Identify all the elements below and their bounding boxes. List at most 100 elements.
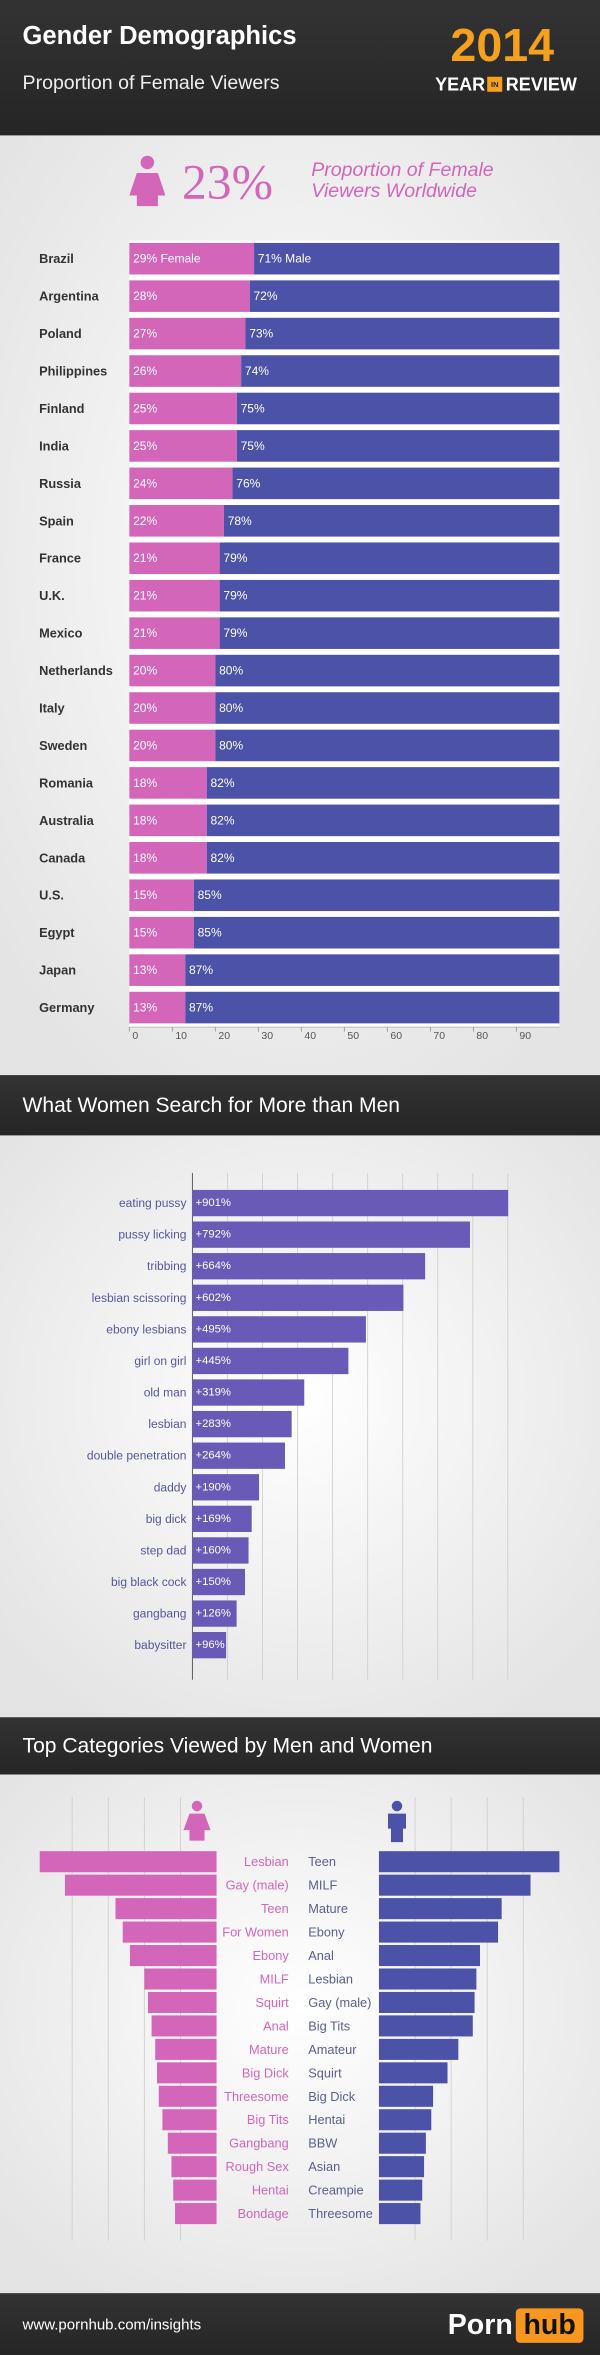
y-tick-label: Romania: [39, 775, 94, 790]
bar: [162, 2109, 217, 2131]
section-title: Top Categories Viewed by Men and Women: [23, 1734, 433, 1757]
category-label: Threesome: [308, 2206, 373, 2221]
bar: [378, 1851, 560, 1873]
bar: [129, 280, 250, 312]
category-label: MILF: [308, 1878, 337, 1893]
bar: [193, 916, 560, 949]
bar: [192, 1347, 349, 1375]
bar: [378, 1874, 531, 1896]
bar: [129, 392, 237, 425]
bar: [206, 842, 560, 874]
value-label: +283%: [195, 1418, 230, 1430]
bar: [192, 1505, 252, 1533]
bar: [171, 2156, 217, 2178]
bar: [192, 1221, 470, 1248]
category-label: BBW: [308, 2136, 337, 2151]
value-label: 21%: [133, 626, 157, 640]
subtitle: Proportion of Female Viewers: [23, 72, 280, 94]
y-tick-label: tribbing: [147, 1259, 186, 1273]
value-label: 29% Female: [133, 252, 201, 266]
bar: [378, 2179, 423, 2201]
bar: [158, 2085, 217, 2107]
bar: [167, 2132, 217, 2154]
category-label: Asian: [308, 2159, 340, 2174]
value-label: +126%: [195, 1608, 230, 1620]
category-label: Teen: [261, 1901, 289, 1916]
bar: [206, 804, 560, 837]
y-tick-label: ebony lesbians: [106, 1322, 186, 1336]
footer-logo-box: [515, 2308, 584, 2343]
bar: [185, 954, 560, 986]
y-tick-label: eating pussy: [119, 1196, 186, 1210]
value-label: 87%: [189, 1001, 213, 1015]
bar: [215, 654, 560, 687]
headline-value: 23%: [182, 155, 273, 210]
value-label: 75%: [241, 439, 265, 453]
bar: [192, 1189, 509, 1217]
value-label: 79%: [223, 551, 247, 565]
section-header-bg: [0, 1075, 600, 1136]
y-tick-label: Egypt: [39, 925, 75, 940]
value-label: 26%: [133, 364, 157, 378]
bar: [192, 1632, 227, 1659]
y-tick-label: Argentina: [39, 289, 99, 304]
headline-text: Viewers Worldwide: [311, 180, 477, 202]
value-label: +96%: [195, 1639, 224, 1651]
bar: [173, 2179, 217, 2201]
y-tick-label: India: [39, 438, 70, 453]
section-header-bg: [0, 1717, 600, 1775]
bar: [129, 355, 242, 387]
value-label: 82%: [210, 851, 234, 865]
y-tick-label: big black cock: [111, 1575, 187, 1589]
bar: [219, 617, 560, 649]
value-label: 82%: [210, 776, 234, 790]
category-label: Threesome: [224, 2089, 289, 2104]
bar: [192, 1568, 246, 1596]
value-label: 79%: [223, 626, 247, 640]
male-icon: [387, 1800, 407, 1843]
bar: [129, 542, 220, 575]
bar: [378, 2109, 432, 2131]
value-label: 25%: [133, 401, 157, 415]
value-label: +319%: [195, 1387, 230, 1399]
value-label: +495%: [195, 1323, 230, 1335]
y-tick-label: pussy licking: [118, 1228, 186, 1242]
logo-box: [487, 76, 503, 92]
value-label: 71% Male: [258, 252, 312, 266]
value-label: 76%: [236, 476, 260, 490]
header-bg: [0, 0, 600, 136]
category-label: Bondage: [238, 2206, 289, 2221]
value-label: 85%: [198, 888, 222, 902]
value-label: +169%: [195, 1513, 230, 1525]
bar: [378, 1921, 499, 1943]
value-label: 25%: [133, 439, 157, 453]
bar: [129, 879, 194, 912]
value-label: 18%: [133, 813, 157, 827]
value-label: 22%: [133, 514, 157, 528]
bar: [236, 430, 560, 462]
category-label: MILF: [260, 1972, 289, 1987]
value-label: 78%: [228, 514, 252, 528]
category-label: Big Tits: [308, 2018, 350, 2033]
value-label: 21%: [133, 589, 157, 603]
value-label: 27%: [133, 327, 157, 341]
bar: [219, 542, 560, 575]
bar: [129, 1945, 217, 1967]
bar: [129, 767, 207, 799]
bar: [378, 2085, 434, 2107]
category-label: Anal: [263, 2018, 289, 2033]
bar: [219, 579, 560, 612]
footer-bg: [0, 2293, 600, 2355]
y-tick-label: girl on girl: [134, 1354, 186, 1368]
category-label: Amateur: [308, 2042, 357, 2057]
y-tick-label: Netherlands: [39, 663, 113, 678]
value-label: 15%: [133, 926, 157, 940]
footer-logo: hub: [523, 2309, 575, 2341]
y-tick-label: double penetration: [87, 1449, 187, 1463]
y-tick-label: lesbian scissoring: [92, 1291, 187, 1305]
bar: [378, 2062, 448, 2084]
bar: [129, 317, 246, 350]
bar: [129, 505, 224, 537]
bar: [129, 842, 207, 874]
